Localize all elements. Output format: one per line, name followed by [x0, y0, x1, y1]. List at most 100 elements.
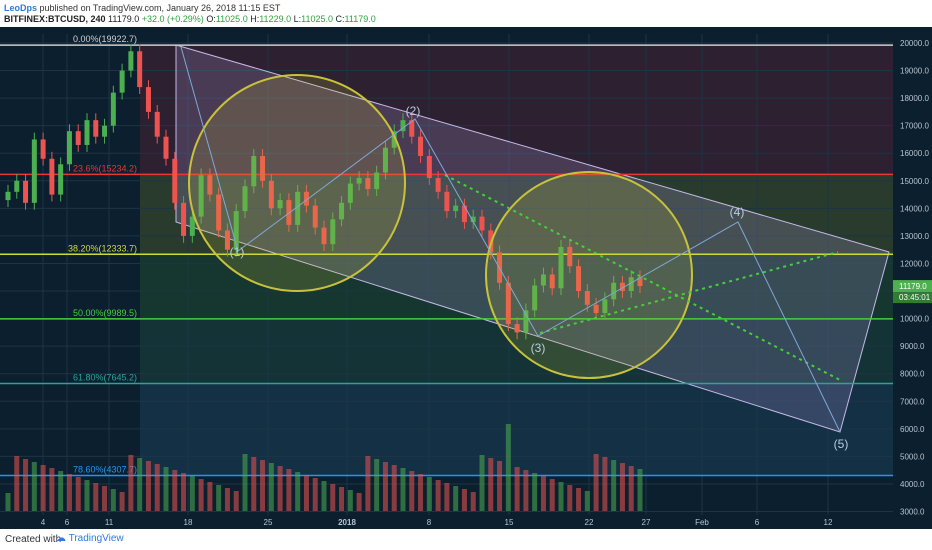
fib-zone-4	[140, 383, 893, 476]
wave-label-0: (1)	[230, 245, 245, 259]
candle-body-23	[207, 175, 213, 195]
x-tick-7: 15	[505, 518, 514, 527]
candle-body-27	[242, 186, 248, 212]
y-tick-4: 16000.0	[900, 149, 929, 158]
chart-plot-area[interactable]: 0.00%(19922.7) 23.6%(15234.2) 38.20%(12333…	[0, 27, 932, 529]
volume-bar-12	[110, 489, 116, 511]
volume-bar-11	[102, 486, 108, 511]
volume-bar-65	[576, 488, 582, 511]
last-price: 11179.0	[108, 14, 140, 24]
candle-body-11	[102, 125, 108, 137]
chart-header: LeoDps published on TradingView.com, Jan…	[0, 0, 932, 27]
x-tick-12: 12	[824, 518, 833, 527]
volume-bar-27	[242, 454, 248, 511]
fib-label-1: 23.6%(15234.2)	[73, 163, 137, 173]
volume-bar-53	[470, 492, 476, 511]
volume-bar-2	[23, 459, 29, 511]
volume-bar-33	[295, 472, 301, 511]
candle-body-64	[567, 246, 573, 267]
volume-bar-62	[549, 479, 555, 511]
candle-body-47	[418, 136, 424, 156]
volume-bar-37	[330, 484, 336, 511]
volume-bar-58	[514, 467, 520, 511]
current-price-label: 11179.0	[899, 282, 927, 291]
volume-bar-57	[505, 424, 511, 511]
candle-body-43	[382, 147, 388, 173]
volume-bar-4	[40, 465, 46, 511]
volume-bar-40	[356, 493, 362, 511]
candle-body-21	[189, 216, 195, 236]
candle-body-30	[268, 180, 274, 209]
candle-body-24	[216, 194, 222, 231]
candle-body-62	[549, 274, 555, 289]
close-value: 11179.0	[344, 14, 376, 24]
volume-bar-48	[426, 477, 432, 511]
candle-body-42	[374, 172, 380, 190]
x-tick-6: 8	[427, 518, 432, 527]
volume-bar-59	[523, 470, 529, 511]
candle-body-60	[532, 285, 538, 311]
volume-bar-70	[619, 463, 625, 511]
candle-body-63	[558, 246, 564, 289]
candle-body-45	[400, 120, 406, 132]
candle-body-40	[356, 178, 362, 184]
candle-body-4	[40, 139, 46, 159]
elliott-wave-path	[180, 46, 841, 433]
candle-body-44	[391, 131, 397, 148]
volume-bar-69	[611, 460, 617, 511]
volume-bar-39	[347, 490, 353, 511]
volume-bar-42	[374, 459, 380, 511]
symbol-line: BITFINEX:BTCUSD, 240 11179.0 +32.0 (+0.2…	[4, 14, 376, 24]
published-text: published on TradingView.com, January 26…	[39, 3, 281, 13]
candle-body-1	[14, 180, 20, 192]
high-value: 11229.0	[259, 14, 292, 24]
volume-bar-61	[540, 476, 546, 511]
trend-line-up	[539, 251, 839, 334]
y-tick-13: 7000.0	[900, 397, 925, 406]
y-tick-0: 20000.0	[900, 39, 929, 48]
wave-label-2: (3)	[531, 341, 546, 355]
candle-body-54	[479, 216, 485, 231]
current-price-tag	[893, 280, 932, 293]
author-link[interactable]: LeoDps	[4, 3, 38, 13]
volume-bar-64	[567, 485, 573, 511]
countdown-label: 03:45:01	[899, 293, 931, 302]
candle-body-39	[347, 183, 353, 203]
publish-line: LeoDps published on TradingView.com, Jan…	[4, 3, 280, 13]
volume-bar-67	[593, 454, 599, 511]
candle-body-70	[619, 282, 625, 292]
time-axis-panel	[0, 515, 932, 529]
volume-bar-1	[14, 456, 20, 511]
candle-body-17	[154, 111, 160, 137]
candle-body-0	[5, 191, 11, 201]
candle-body-38	[339, 202, 345, 220]
volume-bar-28	[251, 457, 257, 511]
candle-body-35	[312, 205, 318, 228]
chart-svg[interactable]: 0.00%(19922.7) 23.6%(15234.2) 38.20%(12333…	[0, 27, 932, 529]
volume-bar-36	[321, 481, 327, 511]
candle-body-19	[172, 158, 178, 203]
candle-body-22	[198, 175, 204, 217]
volume-bar-13	[119, 492, 125, 511]
volume-bar-52	[461, 489, 467, 511]
symbol-label[interactable]: BITFINEX:BTCUSD, 240	[4, 14, 106, 24]
x-tick-8: 22	[585, 518, 594, 527]
volume-bar-15	[137, 458, 143, 511]
candle-body-49	[435, 178, 441, 192]
volume-bar-25	[224, 488, 230, 511]
volume-bar-34	[303, 475, 309, 511]
volume-bar-54	[479, 455, 485, 511]
tradingview-logo[interactable]: ☁ TradingView	[56, 533, 124, 544]
candle-body-26	[233, 211, 239, 250]
y-tick-3: 17000.0	[900, 122, 929, 131]
created-with-text: Created with	[5, 534, 62, 545]
volume-bar-60	[532, 473, 538, 511]
candle-body-2	[23, 180, 29, 203]
candle-body-9	[84, 120, 90, 145]
candle-body-52	[461, 205, 467, 223]
candle-body-18	[163, 136, 169, 159]
volume-bar-41	[365, 456, 371, 511]
volume-bar-22	[198, 479, 204, 511]
candle-body-65	[576, 266, 582, 292]
volume-bar-45	[400, 468, 406, 511]
